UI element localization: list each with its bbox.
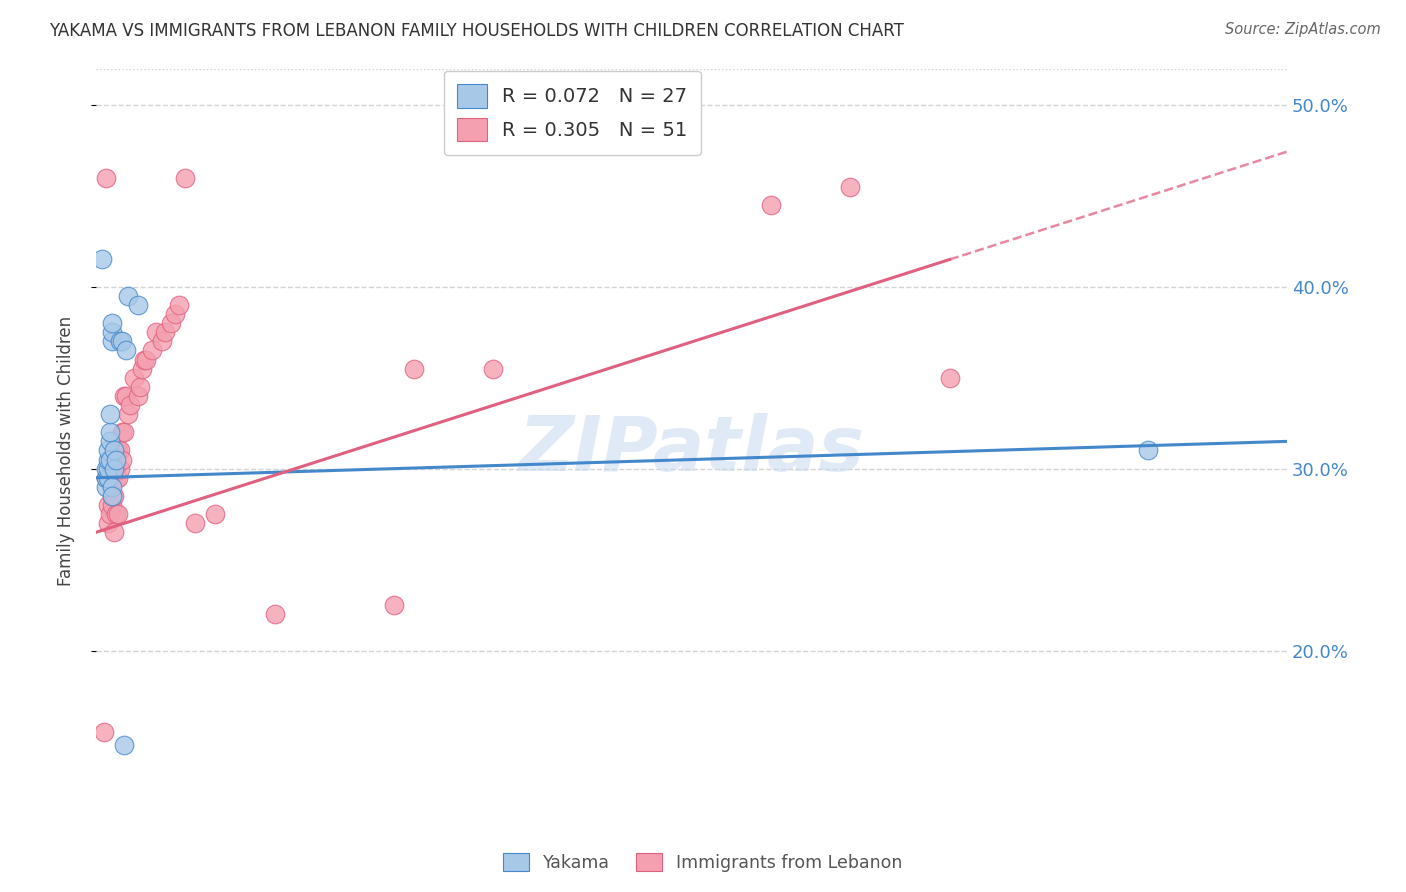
Point	[98, 452, 121, 467]
Point	[759, 198, 782, 212]
Point	[101, 489, 124, 503]
Point	[132, 352, 155, 367]
Point	[145, 325, 167, 339]
Point	[97, 471, 120, 485]
Point	[101, 480, 124, 494]
Point	[101, 489, 124, 503]
Point	[160, 316, 183, 330]
Point	[104, 471, 127, 485]
Point	[101, 325, 124, 339]
Text: YAKAMA VS IMMIGRANTS FROM LEBANON FAMILY HOUSEHOLDS WITH CHILDREN CORRELATION CH: YAKAMA VS IMMIGRANTS FROM LEBANON FAMILY…	[49, 22, 904, 40]
Point	[94, 480, 117, 494]
Point	[174, 170, 197, 185]
Point	[93, 725, 115, 739]
Point	[122, 370, 145, 384]
Point	[97, 452, 120, 467]
Point	[131, 361, 153, 376]
Point	[127, 389, 149, 403]
Point	[98, 407, 121, 421]
Point	[141, 343, 163, 358]
Point	[97, 443, 120, 458]
Point	[98, 471, 121, 485]
Point	[839, 179, 862, 194]
Point	[111, 452, 134, 467]
Point	[98, 434, 121, 449]
Point	[104, 507, 127, 521]
Point	[135, 352, 157, 367]
Point	[97, 461, 120, 475]
Point	[402, 361, 425, 376]
Point	[94, 471, 117, 485]
Point	[104, 461, 127, 475]
Point	[112, 389, 135, 403]
Point	[94, 170, 117, 185]
Point	[117, 289, 139, 303]
Legend: Yakama, Immigrants from Lebanon: Yakama, Immigrants from Lebanon	[496, 847, 910, 879]
Point	[103, 525, 125, 540]
Point	[104, 452, 127, 467]
Point	[165, 307, 187, 321]
Point	[204, 507, 226, 521]
Point	[97, 498, 120, 512]
Point	[938, 370, 960, 384]
Point	[263, 607, 285, 622]
Point	[103, 461, 125, 475]
Y-axis label: Family Households with Children: Family Households with Children	[58, 316, 75, 585]
Text: ZIPatlas: ZIPatlas	[519, 414, 865, 487]
Point	[94, 461, 117, 475]
Point	[103, 461, 125, 475]
Point	[382, 598, 405, 612]
Point	[98, 507, 121, 521]
Point	[169, 298, 191, 312]
Point	[128, 380, 150, 394]
Point	[111, 425, 134, 440]
Point	[117, 407, 139, 421]
Point	[184, 516, 207, 531]
Point	[127, 298, 149, 312]
Point	[112, 425, 135, 440]
Point	[108, 461, 131, 475]
Point	[103, 443, 125, 458]
Point	[103, 489, 125, 503]
Point	[107, 507, 129, 521]
Point	[98, 425, 121, 440]
Point	[482, 361, 505, 376]
Point	[101, 316, 124, 330]
Point	[107, 471, 129, 485]
Point	[101, 334, 124, 349]
Point	[107, 443, 129, 458]
Point	[155, 325, 177, 339]
Point	[91, 252, 114, 267]
Point	[108, 443, 131, 458]
Point	[111, 334, 134, 349]
Point	[114, 343, 136, 358]
Point	[94, 471, 117, 485]
Point	[97, 516, 120, 531]
Point	[112, 738, 135, 752]
Point	[118, 398, 141, 412]
Point	[114, 389, 136, 403]
Point	[108, 334, 131, 349]
Point	[101, 498, 124, 512]
Point	[150, 334, 173, 349]
Point	[1137, 443, 1160, 458]
Text: Source: ZipAtlas.com: Source: ZipAtlas.com	[1225, 22, 1381, 37]
Point	[101, 471, 124, 485]
Legend: R = 0.072   N = 27, R = 0.305   N = 51: R = 0.072 N = 27, R = 0.305 N = 51	[444, 70, 702, 155]
